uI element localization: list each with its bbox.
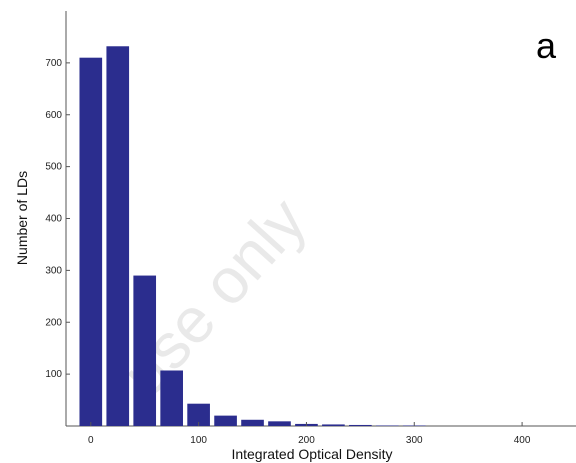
y-tick-label: 400	[45, 214, 62, 225]
histogram-bar	[79, 57, 103, 426]
y-ticks: 100 200 300 400 500 600 700	[45, 58, 70, 380]
histogram-bar	[322, 424, 345, 426]
x-ticks: 0 100 200 300 400	[88, 422, 531, 446]
histogram-bar	[268, 421, 291, 426]
y-tick-label: 700	[45, 58, 62, 69]
histogram-bar	[241, 419, 264, 426]
panel-label: a	[536, 25, 557, 66]
bars	[79, 46, 426, 427]
y-tick-label: 200	[45, 317, 62, 328]
y-tick-label: 600	[45, 110, 62, 121]
histogram-bar	[187, 403, 210, 426]
y-axis-title: Number of LDs	[14, 171, 30, 265]
x-tick-label: 300	[406, 435, 423, 446]
x-axis-title: Integrated Optical Density	[231, 446, 392, 462]
histogram-bar	[349, 424, 372, 426]
histogram-bar	[106, 46, 130, 427]
x-tick-label: 100	[190, 435, 207, 446]
y-tick-label: 500	[45, 162, 62, 173]
histogram-bar	[133, 275, 157, 426]
histogram-bar	[214, 415, 237, 426]
y-tick-label: 300	[45, 265, 62, 276]
x-tick-label: 0	[88, 435, 94, 446]
histogram-bar	[375, 425, 399, 426]
x-tick-label: 400	[514, 435, 531, 446]
y-tick-label: 100	[45, 369, 62, 380]
histogram-bar	[160, 370, 183, 426]
x-tick-label: 200	[298, 435, 315, 446]
